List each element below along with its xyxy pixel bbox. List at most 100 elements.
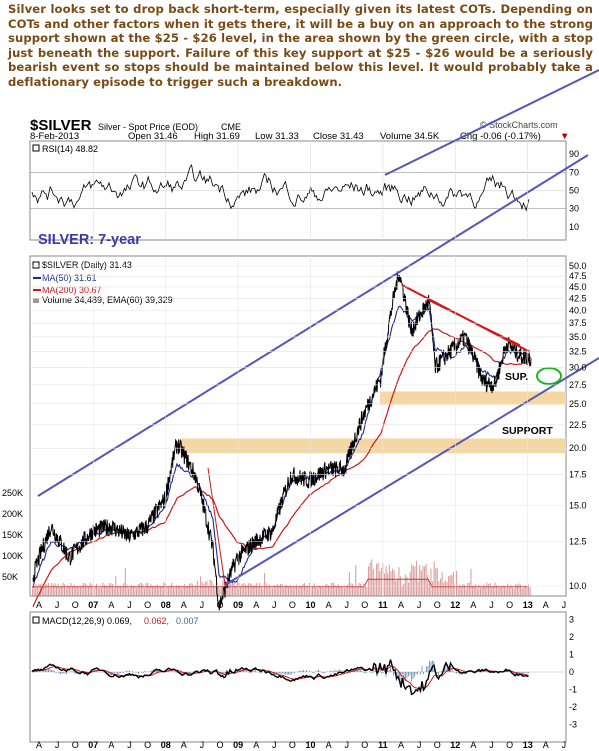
volume-bar	[147, 582, 149, 596]
x-axis-label: 07	[88, 600, 98, 610]
x-axis-label: 10	[305, 600, 315, 610]
x-axis-label-bottom: J	[562, 740, 567, 750]
price-axis-label: 40.0	[569, 305, 587, 315]
x-axis-label: J	[489, 600, 494, 610]
volume-bar	[67, 585, 69, 596]
price-axis-label: 20.0	[569, 443, 587, 453]
volume-bar	[361, 587, 363, 596]
volume-bar	[196, 580, 198, 596]
volume-axis-label: 250K	[2, 488, 23, 498]
volume-bar	[296, 584, 298, 596]
volume-bar	[235, 586, 237, 596]
x-axis-label-bottom: A	[470, 740, 476, 750]
x-axis-label-bottom: A	[181, 740, 187, 750]
volume-bar	[307, 587, 309, 596]
volume-bar	[446, 581, 448, 596]
volume-bar	[204, 581, 206, 596]
volume-bar	[123, 583, 125, 596]
volume-bar	[140, 583, 142, 596]
volume-bar	[249, 583, 251, 596]
volume-bar	[121, 587, 123, 596]
volume-bar	[262, 588, 264, 596]
rsi-axis-label: 70	[569, 167, 579, 177]
volume-bar	[491, 586, 493, 596]
x-axis-label: A	[181, 600, 187, 610]
volume-bar	[80, 586, 82, 596]
volume-bar	[238, 582, 240, 596]
legend-price-label: $SILVER (Daily) 31.43	[42, 260, 132, 270]
macd-legend-swatch	[32, 616, 40, 624]
x-axis-label-bottom: 13	[523, 740, 533, 750]
volume-bar	[107, 587, 109, 596]
volume-bar	[428, 583, 430, 596]
volume-bar	[420, 570, 422, 596]
x-axis-label: O	[144, 600, 151, 610]
volume-bar	[243, 583, 245, 596]
volume-bar	[265, 583, 267, 596]
volume-bar	[464, 584, 466, 596]
volume-bar	[88, 585, 90, 596]
volume-bar	[398, 567, 400, 596]
x-axis-label: A	[398, 600, 404, 610]
volume-bar	[497, 587, 499, 596]
x-axis-label-bottom: A	[108, 740, 114, 750]
volume-bar	[43, 586, 45, 596]
volume-bar	[380, 567, 382, 596]
x-axis-label-bottom: 10	[305, 740, 315, 750]
volume-bar	[163, 582, 165, 596]
volume-bar	[324, 584, 326, 596]
x-axis-label-bottom: O	[434, 740, 441, 750]
volume-bar	[203, 584, 205, 596]
chart-date: 8-Feb-2013	[30, 131, 80, 142]
volume-bar	[275, 587, 277, 596]
volume-bar	[233, 581, 235, 596]
x-axis-label: A	[108, 600, 114, 610]
volume-bar	[472, 585, 474, 596]
volume-bar	[454, 584, 456, 596]
green-circle-marker	[536, 367, 562, 385]
volume-bar	[161, 586, 163, 596]
macd-axis-label: 2	[569, 632, 574, 642]
volume-bar	[81, 584, 83, 596]
volume-bar	[515, 584, 517, 596]
price-axis-label: 12.5	[569, 537, 587, 547]
support-band-20	[180, 438, 566, 454]
volume-bar	[376, 564, 378, 596]
volume-bar	[158, 586, 160, 596]
rsi-axis-label: 30	[569, 204, 579, 214]
volume-bar	[425, 563, 427, 596]
commentary-text: Silver looks set to drop back short-term…	[8, 2, 593, 89]
volume-bar	[451, 575, 453, 596]
macd-axis-label: 0	[569, 667, 574, 677]
volume-bar	[393, 570, 395, 596]
volume-bar	[268, 584, 270, 596]
x-axis-label: A	[543, 600, 549, 610]
volume-axis-label: 100K	[2, 551, 23, 561]
volume-bar	[184, 584, 186, 596]
downtrend-line-2	[427, 299, 521, 346]
volume-bar	[99, 588, 101, 596]
x-axis-label: A	[253, 600, 259, 610]
volume-bar	[91, 584, 93, 596]
volume-bar	[150, 584, 152, 596]
price-axis-label: 50.0	[569, 261, 587, 271]
volume-bar	[444, 580, 446, 596]
volume-bar	[340, 586, 342, 596]
legend-ma50-label: MA(50) 31.61	[42, 273, 97, 283]
volume-bar	[419, 565, 421, 596]
volume-bars	[32, 559, 531, 596]
volume-bar	[347, 584, 349, 596]
volume-bar	[289, 584, 291, 596]
legend-price-swatch	[32, 261, 40, 269]
volume-bar	[230, 581, 232, 596]
volume-bar	[211, 580, 213, 596]
volume-axis-label: 200K	[2, 509, 23, 519]
volume-bar	[480, 587, 482, 596]
volume-bar	[492, 586, 494, 596]
volume-bar	[422, 565, 424, 596]
chart-subtitle: Silver - Spot Price (EOD)	[98, 122, 199, 132]
macd-axis-label: 3	[569, 615, 574, 625]
volume-bar	[379, 571, 381, 596]
volume-bar	[473, 585, 475, 596]
volume-bar	[177, 585, 179, 596]
